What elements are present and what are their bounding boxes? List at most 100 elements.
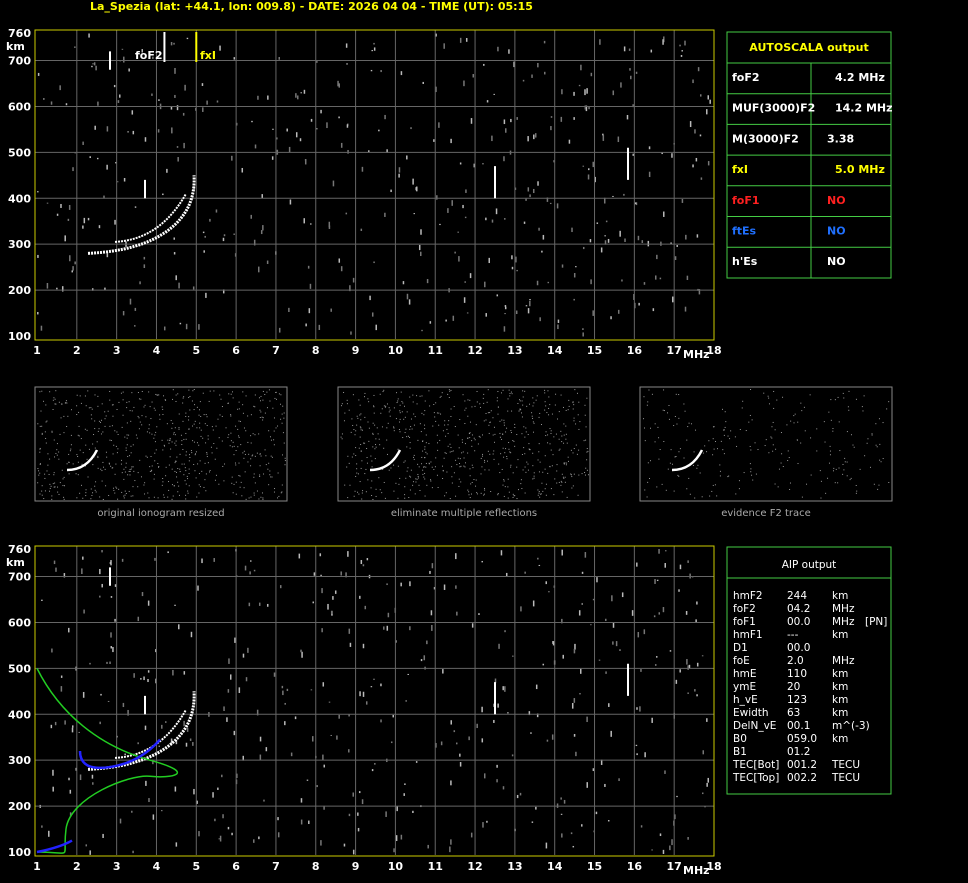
noise-dot — [663, 410, 665, 412]
noise-dot — [199, 486, 201, 488]
noise-dot — [147, 679, 149, 683]
noise-dot — [297, 95, 299, 100]
noise-dot — [498, 643, 500, 649]
noise-dot — [643, 396, 645, 398]
noise-dot — [185, 742, 188, 747]
noise-dot — [116, 181, 119, 183]
noise-dot — [412, 810, 414, 814]
noise-dot — [667, 468, 669, 470]
noise-dot — [185, 432, 187, 434]
noise-dot — [109, 661, 111, 665]
noise-dot — [538, 416, 540, 418]
noise-dot — [560, 484, 562, 486]
noise-dot — [651, 849, 653, 851]
noise-dot — [175, 401, 177, 403]
noise-dot — [254, 434, 256, 436]
noise-dot — [108, 494, 110, 496]
noise-dot — [398, 167, 401, 173]
noise-dot — [838, 421, 840, 423]
noise-dot — [554, 478, 556, 480]
noise-dot — [102, 498, 104, 500]
noise-dot — [158, 394, 160, 396]
noise-dot — [401, 401, 403, 403]
noise-dot — [388, 407, 390, 409]
noise-dot — [372, 433, 374, 435]
noise-dot — [664, 563, 666, 568]
noise-dot — [833, 467, 835, 469]
noise-dot — [115, 463, 117, 465]
noise-dot — [830, 399, 832, 401]
noise-dot — [551, 734, 554, 740]
plot-frame — [34, 545, 715, 857]
noise-dot — [449, 390, 451, 392]
noise-dot — [228, 658, 230, 664]
row-value: NO — [827, 255, 846, 268]
noise-dot — [175, 460, 177, 462]
noise-dot — [583, 440, 585, 442]
noise-dot — [409, 626, 411, 631]
noise-dot — [86, 458, 88, 460]
noise-dot — [41, 432, 43, 434]
noise-dot — [364, 392, 366, 394]
noise-dot — [92, 443, 94, 445]
noise-dot — [479, 403, 481, 405]
noise-dot — [53, 486, 55, 488]
aip-cell: foF2 — [733, 603, 756, 615]
noise-dot — [540, 424, 542, 426]
aip-cell: 20 — [787, 681, 800, 693]
noise-dot — [768, 397, 770, 399]
noise-dot — [176, 105, 179, 111]
noise-dot — [116, 408, 118, 410]
noise-dot — [90, 488, 92, 490]
noise-dot — [203, 486, 205, 488]
noise-dot — [88, 407, 90, 409]
noise-dot — [481, 455, 483, 457]
aip-cell: B0 — [733, 733, 747, 745]
noise-dot — [122, 311, 125, 316]
noise-dot — [112, 487, 114, 489]
noise-dot — [856, 490, 858, 492]
noise-dot — [696, 601, 698, 605]
noise-dot — [235, 493, 237, 495]
noise-dot — [565, 409, 567, 411]
y-tick-label: 300 — [8, 754, 31, 767]
noise-dot — [417, 477, 419, 479]
noise-dot — [250, 214, 252, 219]
noise-dot — [402, 281, 405, 285]
aip-cell: MHz — [832, 616, 855, 628]
noise-dot — [165, 721, 167, 723]
noise-dot — [70, 444, 72, 446]
noise-dot — [587, 474, 589, 476]
noise-dot — [604, 783, 606, 787]
noise-dot — [268, 462, 270, 464]
noise-dot — [440, 395, 442, 397]
noise-dot — [763, 392, 765, 394]
noise-dot — [149, 406, 151, 408]
noise-dot — [671, 296, 674, 303]
noise-dot — [844, 457, 846, 459]
noise-dot — [662, 39, 664, 45]
noise-dot — [780, 462, 782, 464]
noise-dot — [303, 218, 305, 224]
noise-dot — [38, 474, 40, 476]
noise-dot — [539, 496, 541, 498]
noise-dot — [518, 410, 520, 412]
noise-dot — [512, 440, 514, 442]
noise-dot — [464, 400, 466, 402]
noise-dot — [345, 212, 348, 215]
noise-dot — [519, 400, 521, 402]
noise-dot — [450, 780, 452, 786]
noise-dot — [573, 298, 575, 301]
aip-cell: km — [832, 629, 848, 641]
noise-dot — [484, 461, 486, 463]
noise-dot — [344, 412, 346, 414]
noise-dot — [186, 37, 189, 40]
noise-dot — [659, 833, 662, 837]
noise-dot — [129, 470, 131, 472]
noise-dot — [400, 582, 402, 587]
noise-dot — [262, 417, 264, 419]
noise-dot — [650, 427, 652, 429]
noise-dot — [306, 779, 309, 781]
noise-dot — [505, 128, 507, 133]
noise-dot — [866, 442, 868, 444]
